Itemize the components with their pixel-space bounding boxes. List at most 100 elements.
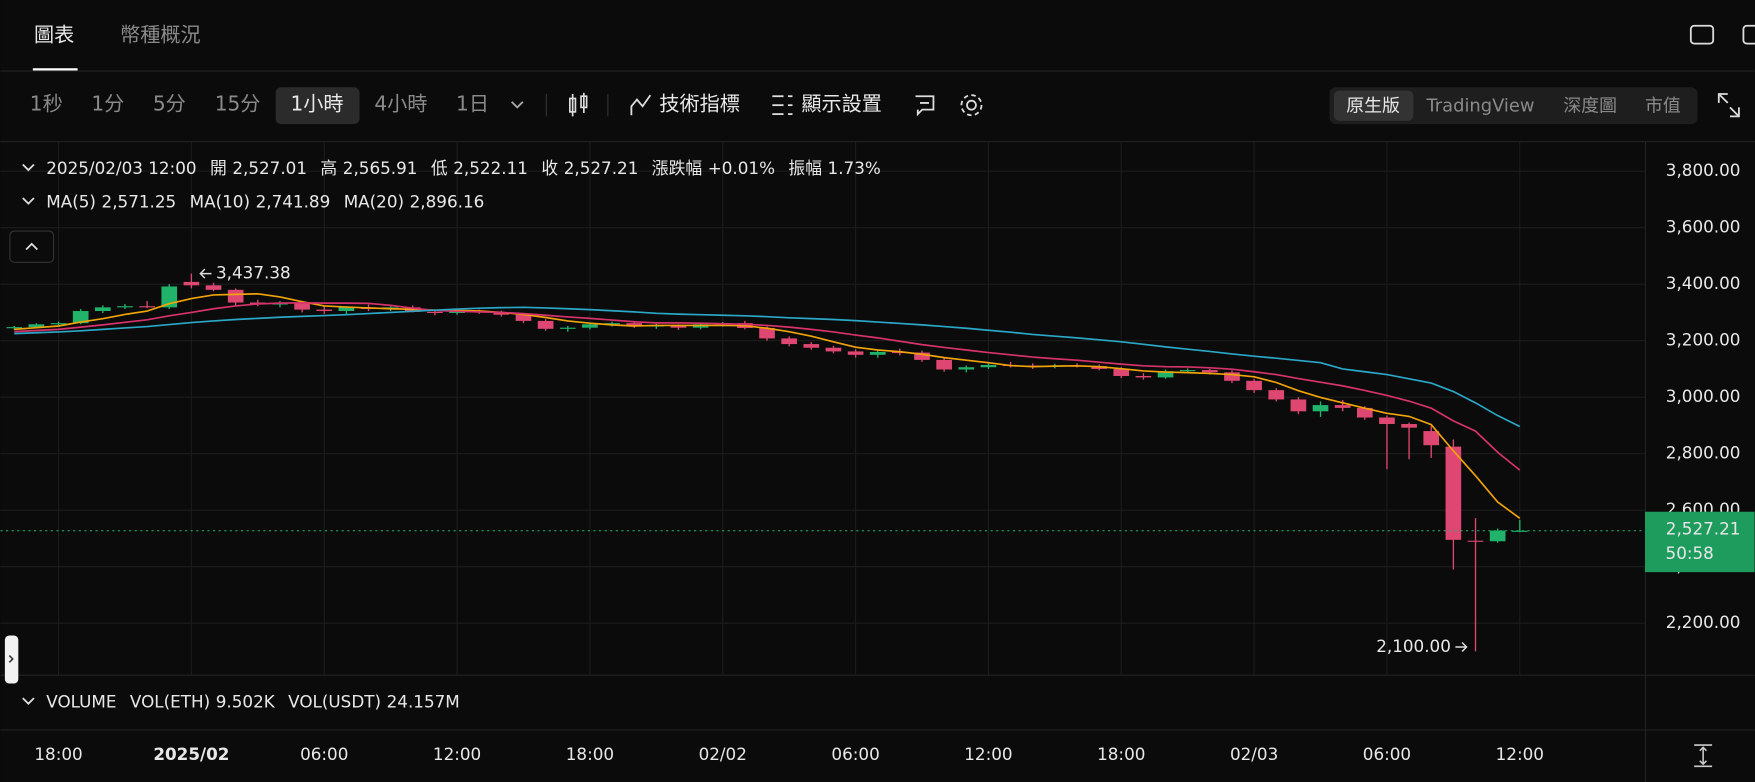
legend-value: 9.502K — [216, 692, 276, 712]
display-icon[interactable] — [772, 95, 793, 116]
candle-body — [1202, 370, 1218, 373]
x-tick-label: 2025/02 — [153, 744, 229, 764]
indicator-icon[interactable] — [630, 94, 652, 116]
reset-axis-icon[interactable] — [1694, 744, 1713, 768]
settings-icon[interactable] — [960, 94, 983, 117]
collapse-button[interactable] — [9, 230, 55, 263]
candle-body — [1224, 372, 1240, 381]
legend-label: 開 — [210, 158, 227, 178]
annotation: 2,100.00 — [1376, 636, 1451, 656]
candle-body — [6, 327, 23, 329]
settings-icon[interactable] — [966, 99, 977, 111]
y-tick-label: 3,600.00 — [1666, 217, 1741, 237]
candle-body — [936, 359, 952, 370]
legend-label: 收 — [541, 158, 558, 178]
legend-value: 2,522.11 — [453, 158, 528, 178]
interval-button[interactable]: 15分 — [215, 92, 261, 116]
candle-body — [205, 285, 222, 290]
x-tick-label: 12:00 — [964, 744, 1012, 764]
annotation-arrow — [199, 268, 212, 279]
interval-button[interactable]: 1日 — [456, 92, 489, 116]
interval-button[interactable]: 1小時 — [290, 92, 343, 116]
toolbar-button[interactable]: 顯示設置 — [801, 92, 882, 116]
tab-underline — [32, 68, 78, 71]
window-icon[interactable] — [1689, 24, 1715, 45]
x-tick-label: 12:00 — [433, 744, 481, 764]
candle-body — [781, 338, 798, 345]
volume-title: VOLUME — [46, 692, 116, 712]
annotation: 3,437.38 — [216, 263, 291, 283]
ma-line — [14, 301, 1521, 471]
fullscreen-icon[interactable] — [1717, 93, 1740, 118]
candle-body — [1445, 446, 1462, 540]
ma-line — [14, 306, 1521, 428]
candle-body — [1268, 390, 1285, 400]
ma-line — [14, 292, 1521, 519]
interval-button[interactable]: 5分 — [153, 92, 186, 116]
candle-body — [338, 307, 355, 312]
x-tick-label: 18:00 — [566, 744, 614, 764]
interval-button[interactable]: 1分 — [91, 92, 124, 116]
candle-body — [1179, 370, 1196, 372]
candle-body — [1157, 371, 1174, 378]
view-button[interactable]: 深度圖 — [1563, 95, 1617, 116]
view-button[interactable]: TradingView — [1426, 95, 1535, 116]
candle-body — [1290, 399, 1307, 412]
x-tick-label: 18:00 — [34, 744, 82, 764]
candle-body — [1334, 405, 1351, 408]
legend-value: 2,571.25 — [102, 191, 177, 211]
candle-body — [72, 311, 89, 324]
candle-body — [515, 314, 532, 321]
ohlc-legend: 2025/02/03 12:00 開 2,527.01 高 2,565.91 低 2,522… — [46, 158, 881, 178]
candle-body — [1312, 405, 1329, 412]
x-tick-label: 06:00 — [300, 744, 348, 764]
candle-body — [958, 367, 975, 370]
candle-body — [1246, 380, 1262, 391]
candle-body — [1091, 366, 1107, 369]
collapse-icon[interactable] — [22, 197, 35, 205]
price-tag — [1644, 511, 1755, 573]
toolbar-button[interactable]: 技術指標 — [659, 92, 739, 116]
x-tick-label: 12:00 — [1496, 744, 1544, 764]
view-switch-items: 原生版 TradingView 深度圖 市值 — [1346, 95, 1681, 116]
candle-body — [1135, 375, 1152, 378]
tab[interactable]: 幣種概況 — [120, 22, 201, 46]
legend-label: 漲跌幅 — [652, 158, 702, 178]
candle-body — [582, 324, 598, 328]
window-icon[interactable] — [1742, 24, 1755, 45]
volume-legend: VOLUME VOL(ETH) 9.502K VOL(USDT) 24.157M — [46, 692, 459, 712]
candle-body — [847, 351, 864, 355]
view-button[interactable]: 市值 — [1645, 95, 1681, 116]
y-tick-label: 2,200.00 — [1666, 612, 1741, 632]
x-tick-label: 02/02 — [699, 744, 747, 764]
candle-body — [95, 307, 111, 312]
dropdown-icon[interactable] — [511, 101, 524, 109]
view-button[interactable]: 原生版 — [1346, 95, 1400, 116]
collapse-button-icon — [25, 242, 38, 251]
interval-button[interactable]: 1秒 — [30, 92, 63, 116]
view-switch — [1329, 87, 1698, 125]
candle-body — [1113, 368, 1130, 376]
collapse-icon[interactable] — [22, 697, 35, 705]
tab[interactable]: 圖表 — [34, 22, 74, 46]
legend-label: 低 — [431, 158, 448, 178]
candle-body — [537, 320, 554, 329]
candle-body — [1423, 431, 1440, 446]
candle-body — [869, 351, 886, 355]
candle-body — [1379, 417, 1395, 425]
candle-body — [604, 323, 620, 325]
legend-value: 2,741.89 — [256, 191, 331, 211]
y-tick-label: 3,200.00 — [1666, 330, 1741, 350]
collapse-icon[interactable] — [22, 163, 35, 172]
y-tick-label: 2,800.00 — [1666, 443, 1741, 463]
interval-button[interactable]: 4小時 — [374, 92, 427, 116]
legend-label: 高 — [320, 158, 337, 178]
candle-type-icon[interactable] — [569, 92, 588, 117]
candle-body — [1489, 530, 1506, 542]
side-handle-icon — [8, 655, 14, 663]
candle-body — [1356, 407, 1373, 418]
replay-icon[interactable] — [915, 95, 935, 117]
candle-body — [427, 311, 443, 313]
